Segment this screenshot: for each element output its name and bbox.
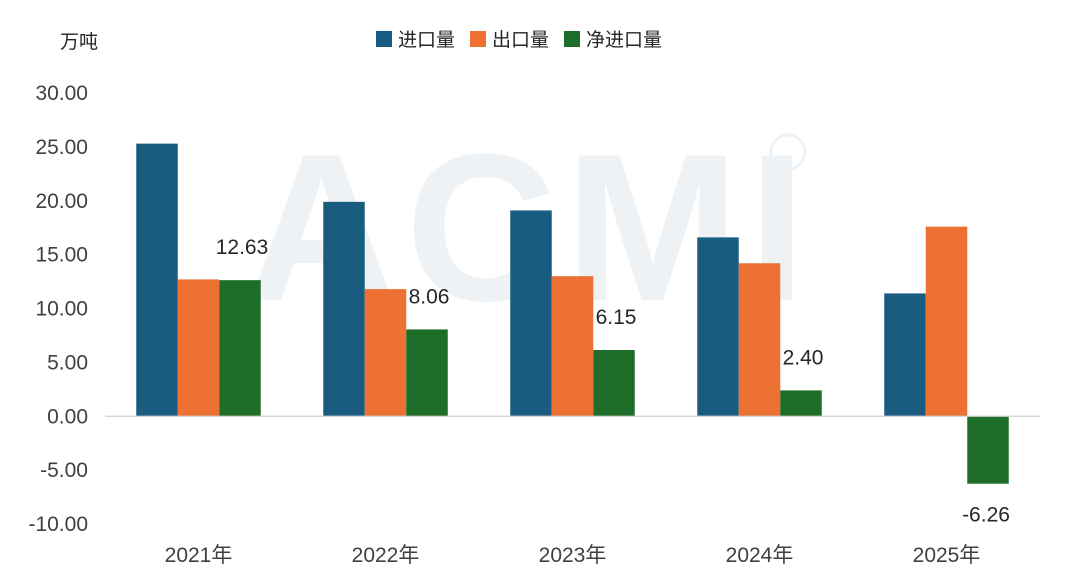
legend-label: 净进口量: [586, 29, 662, 51]
bar-2-5: [925, 226, 968, 417]
bar-3-4: [780, 390, 822, 417]
bar-1-4: [697, 237, 739, 417]
legend-label: 出口量: [492, 29, 549, 51]
y-axis: 30.00 25.00 20.00 15.00 10.00 5.00 0.00 -5.00 -1…: [28, 82, 88, 536]
x-tick-label: 2022年: [352, 544, 420, 567]
y-tick-label: 0.00: [47, 405, 88, 428]
legend-swatch: [564, 31, 580, 47]
unit-label: 万吨: [60, 31, 98, 53]
legend-swatch: [470, 31, 486, 47]
y-tick-label: 25.00: [35, 136, 88, 159]
bar-3-3: [593, 349, 635, 417]
data-label: 2.40: [783, 346, 824, 369]
data-labels: 12.63 8.06 6.15 2.40 -6.26: [216, 236, 1010, 527]
x-axis: 2021年 2022年 2023年 2024年 2025年: [165, 544, 981, 567]
bar-2-1: [177, 279, 220, 417]
data-label: -6.26: [962, 504, 1010, 527]
y-tick-label: 15.00: [35, 244, 88, 267]
y-tick-label: 5.00: [47, 351, 88, 374]
bar-1-5: [884, 293, 926, 417]
bars: [136, 143, 1009, 484]
x-tick-label: 2021年: [165, 544, 233, 567]
bar-1-3: [510, 210, 552, 417]
legend-label: 进口量: [398, 29, 455, 51]
bar-3-1: [219, 280, 261, 417]
x-tick-label: 2024年: [726, 544, 794, 567]
bar-3-2: [406, 329, 448, 417]
registered-icon: [769, 133, 807, 171]
bar-2-4: [738, 263, 781, 417]
y-tick-label: 20.00: [35, 190, 88, 213]
bar-2-3: [551, 276, 594, 417]
y-tick-label: -10.00: [28, 513, 88, 536]
y-tick-label: 10.00: [35, 298, 88, 321]
legend-swatch: [376, 31, 392, 47]
x-tick-label: 2023年: [539, 544, 607, 567]
legend: 进口量 出口量 净进口量: [376, 29, 662, 51]
y-tick-label: -5.00: [40, 459, 88, 482]
bar-1-1: [136, 143, 178, 417]
data-label: 8.06: [409, 285, 450, 308]
data-label: 12.63: [216, 236, 269, 259]
x-tick-label: 2025年: [913, 544, 981, 567]
y-tick-label: 30.00: [35, 82, 88, 105]
bar-3-5: [967, 416, 1009, 484]
data-label: 6.15: [596, 306, 637, 329]
bar-2-2: [364, 289, 407, 417]
bar-1-2: [323, 201, 365, 417]
